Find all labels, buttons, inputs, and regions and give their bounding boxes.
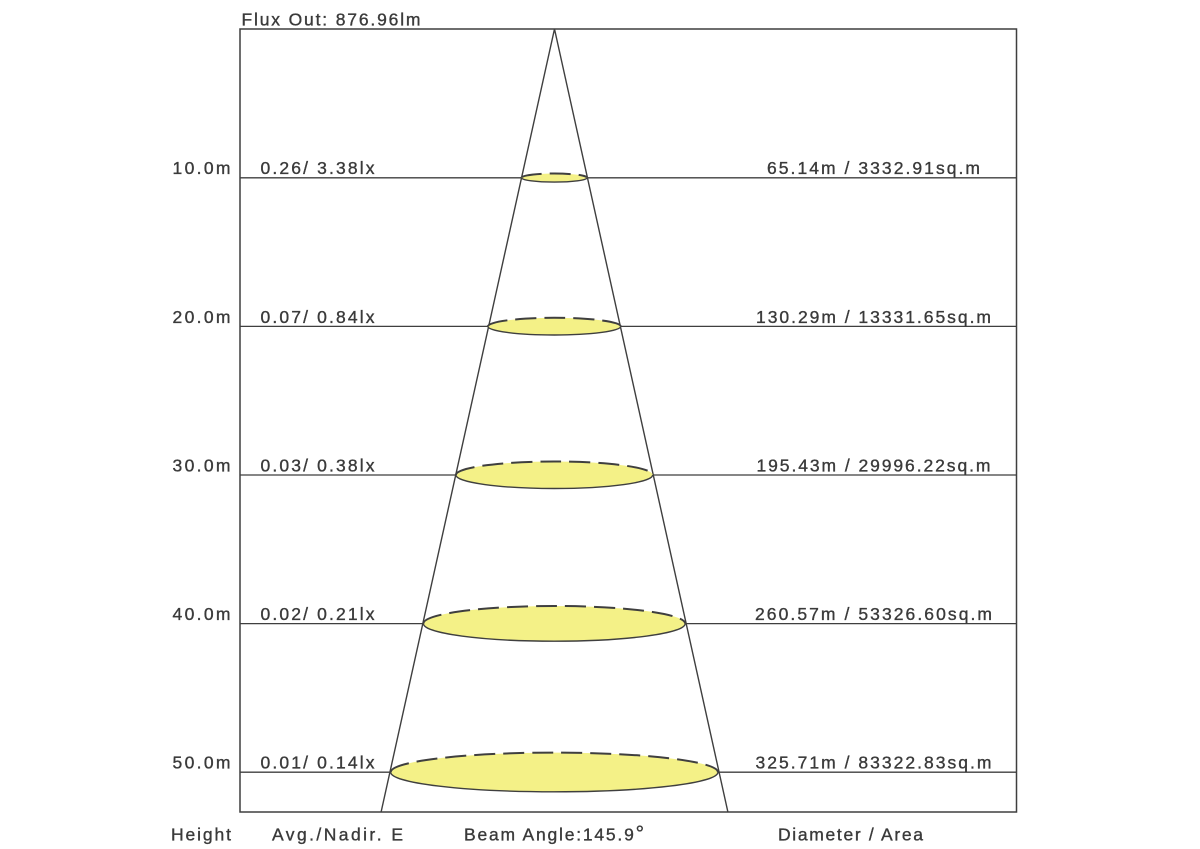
- svg-text:195.43m / 29996.22sq.m: 195.43m / 29996.22sq.m: [757, 455, 991, 475]
- svg-text:40.0m: 40.0m: [173, 604, 231, 624]
- svg-text:130.29m / 13331.65sq.m: 130.29m / 13331.65sq.m: [756, 307, 991, 327]
- svg-text:20.0m: 20.0m: [173, 307, 231, 327]
- svg-text:260.57m / 53326.60sq.m: 260.57m / 53326.60sq.m: [755, 604, 992, 624]
- svg-text:10.0m: 10.0m: [173, 158, 231, 178]
- svg-text:50.0m: 50.0m: [173, 753, 231, 773]
- svg-text:Beam Angle:145.9°: Beam Angle:145.9°: [464, 822, 644, 845]
- svg-text:30.0m: 30.0m: [173, 455, 231, 475]
- svg-text:325.71m / 83322.83sq.m: 325.71m / 83322.83sq.m: [756, 753, 992, 773]
- svg-text:65.14m / 3332.91sq.m: 65.14m / 3332.91sq.m: [767, 158, 980, 178]
- svg-text:Diameter / Area: Diameter / Area: [778, 824, 923, 844]
- svg-text:Flux Out: 876.96lm: Flux Out: 876.96lm: [242, 10, 421, 30]
